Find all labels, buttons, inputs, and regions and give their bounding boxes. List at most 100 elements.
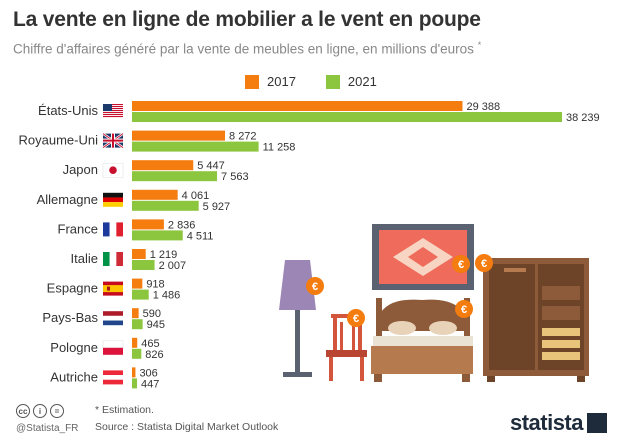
bar-2017 (132, 278, 143, 289)
category-label: Royaume-Uni (19, 133, 99, 148)
value-label-2017: 306 (139, 367, 157, 379)
flag-band (116, 222, 123, 237)
category-label: Autriche (50, 369, 98, 384)
bar-2017 (132, 367, 136, 378)
flag-disc (109, 166, 117, 174)
chair-back-right (358, 316, 362, 352)
flag-band (103, 315, 123, 321)
bar-2017 (132, 101, 463, 111)
flag-stripe (103, 104, 123, 106)
subtitle-footnote-mark: * (477, 40, 482, 50)
flag-band (103, 192, 123, 198)
chair-slat-2 (352, 322, 355, 350)
lamp-shade (279, 260, 316, 310)
category-label: Allemagne (37, 192, 98, 207)
category-label: Espagne (47, 281, 98, 296)
legend-swatch-2021 (325, 74, 340, 89)
twitter-handle: @Statista_FR (16, 423, 79, 434)
chair-slat-1 (340, 322, 343, 350)
legend-item-2021: 2021 (325, 74, 377, 89)
flag-pl-icon (102, 340, 124, 355)
bed-mattress (373, 336, 473, 348)
cc-icon: cc (16, 404, 30, 418)
value-label-2017: 465 (141, 338, 159, 350)
chair-leg-left (329, 357, 333, 381)
euro-badge: € (475, 254, 493, 272)
category-label: Japon (63, 162, 98, 177)
euro-icon: € (458, 259, 464, 271)
bar-2021 (132, 112, 562, 122)
furniture-illustration (279, 224, 589, 382)
flag-band (103, 252, 110, 266)
bar-2021 (132, 378, 138, 389)
flag-stripe (103, 108, 123, 110)
bar-2017 (132, 308, 139, 319)
bed-foot-right (462, 374, 470, 382)
wardrobe-drawer-3 (542, 352, 580, 360)
flag-band (103, 197, 123, 203)
flag-uk-icon (102, 132, 124, 149)
bars-group: États-Unis 29 388 38 239 Royaume-Uni 8 272 11… (19, 101, 600, 390)
wardrobe-shelf-1 (542, 286, 580, 300)
bed-post-left (376, 298, 382, 368)
flag-band (116, 252, 123, 266)
flag-stripe (103, 116, 123, 118)
bar-2017 (132, 219, 164, 230)
chart-row: Royaume-Uni 8 272 11 258 (19, 130, 295, 154)
bar-2021 (132, 260, 155, 270)
category-label: Pologne (50, 340, 98, 355)
bar-2021 (132, 171, 218, 182)
flag-band (103, 375, 123, 380)
wardrobe-foot-left (487, 376, 495, 382)
value-label-2021: 7 563 (221, 171, 249, 183)
euro-icon: € (461, 304, 467, 316)
flag-it-icon (103, 252, 123, 266)
value-label-2017: 29 388 (466, 101, 500, 113)
flag-stripe (103, 114, 123, 116)
wardrobe-foot-right (577, 376, 585, 382)
flag-cross-h-red (103, 139, 123, 142)
flag-band (103, 347, 123, 355)
bar-2021 (132, 289, 149, 300)
by-icon: i (33, 404, 47, 418)
chart-title: La vente en ligne de mobilier a le vent … (13, 8, 481, 31)
euro-badge: € (452, 255, 470, 273)
flag-band (103, 222, 110, 237)
value-label-2017: 918 (146, 279, 164, 291)
bar-2017 (132, 160, 194, 171)
chair-back-left (333, 316, 337, 352)
bar-2021 (132, 141, 259, 152)
flag-band (103, 320, 123, 326)
value-label-2021: 5 927 (203, 201, 231, 213)
bar-2021 (132, 319, 143, 330)
wardrobe-shelf-2 (542, 306, 580, 320)
bar-2017 (132, 130, 226, 141)
brand-name: statista (509, 410, 584, 435)
bar-2017 (132, 249, 146, 259)
category-label: Italie (71, 251, 98, 266)
bed-post-right (464, 298, 470, 368)
value-label-2017: 1 219 (150, 249, 178, 261)
flag-nl-icon (103, 311, 123, 326)
wardrobe-rod (504, 268, 526, 272)
bed-pillow-right (429, 321, 457, 335)
euro-icon: € (312, 281, 318, 293)
value-label-2017: 5 447 (197, 160, 225, 172)
euro-badge: € (306, 277, 324, 295)
value-label-2021: 2 007 (159, 260, 187, 272)
category-label: Pays-Bas (42, 310, 98, 325)
euro-coin (455, 300, 473, 318)
statista-logo[interactable]: statista (510, 410, 607, 436)
value-label-2021: 38 239 (566, 112, 600, 124)
footnote: * Estimation. (95, 404, 154, 416)
value-label-2017: 4 061 (182, 190, 210, 202)
flag-canton (103, 104, 112, 111)
flag-jp-icon (102, 162, 124, 178)
source-text: Source : Statista Digital Market Outlook (95, 421, 279, 433)
value-label-2021: 4 511 (187, 230, 214, 242)
wardrobe-door-left (489, 264, 535, 370)
